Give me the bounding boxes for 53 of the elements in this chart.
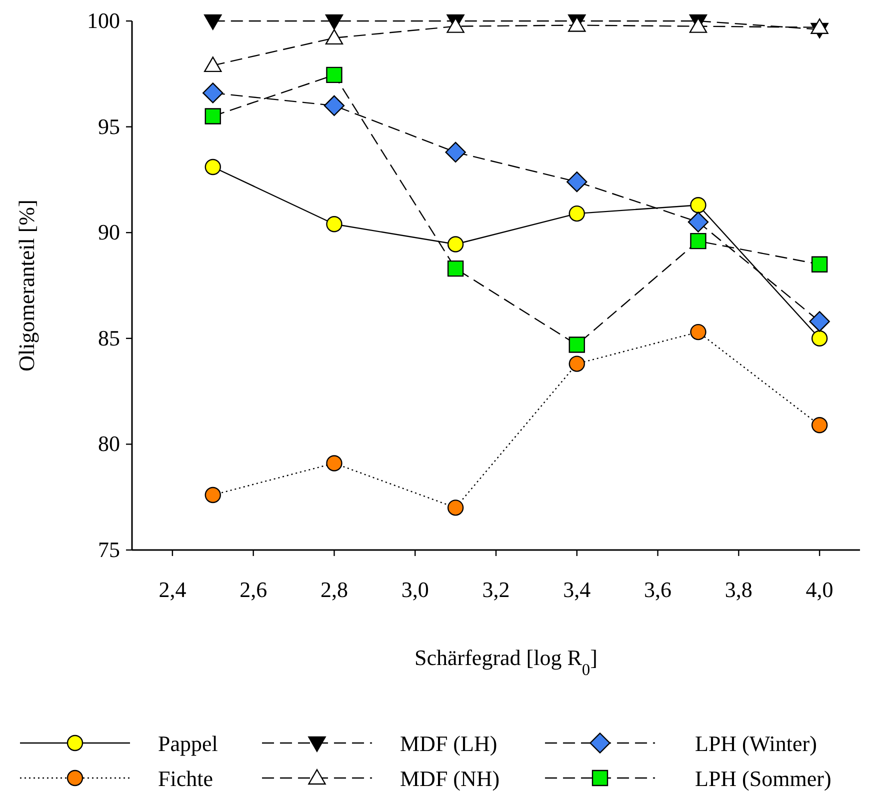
x-tick-label: 2,6 — [240, 577, 268, 602]
point — [204, 56, 222, 72]
legend-label: MDF (NH) — [400, 766, 500, 791]
x-tick-label: 2,8 — [320, 577, 348, 602]
point — [446, 17, 464, 33]
x-tick-label: 3,0 — [401, 577, 429, 602]
legend-label: LPH (Sommer) — [695, 766, 832, 791]
x-axis-title: Schärfegrad [log R$_{0}$] — [414, 645, 598, 678]
point — [325, 14, 344, 30]
point — [688, 212, 709, 232]
point — [690, 197, 706, 214]
y-tick-label: 100 — [87, 8, 120, 33]
point — [204, 158, 221, 176]
x-tick-label: 3,2 — [482, 577, 510, 602]
point — [202, 82, 224, 104]
x-tick-label: 3,6 — [644, 577, 672, 602]
x-tick-label: 3,4 — [563, 577, 591, 602]
point — [809, 311, 830, 332]
y-tick-label: 85 — [98, 325, 120, 350]
y-tick-label: 75 — [98, 537, 120, 562]
point — [325, 29, 344, 45]
y-axis-title: Oligomeranteil [%] — [14, 200, 39, 372]
legend-label: MDF (LH) — [400, 731, 498, 756]
legend-label: Pappel — [158, 731, 218, 756]
legend-label: LPH (Winter) — [695, 731, 817, 756]
point — [568, 356, 585, 372]
point — [204, 108, 221, 124]
point — [568, 336, 585, 353]
x-tick-label: 3,8 — [724, 577, 752, 602]
point — [690, 232, 706, 250]
point — [568, 205, 585, 222]
point — [690, 324, 706, 340]
point — [204, 14, 222, 30]
point — [447, 236, 464, 252]
y-tick-label: 90 — [98, 220, 120, 245]
point — [447, 260, 464, 277]
point — [811, 417, 828, 434]
point — [447, 500, 464, 516]
point — [326, 455, 342, 472]
y-tick-label: 80 — [98, 431, 120, 456]
point — [811, 330, 828, 346]
x-tick-label: 4,0 — [806, 577, 834, 602]
point — [445, 142, 466, 163]
point — [326, 66, 342, 84]
point — [326, 216, 342, 232]
point — [324, 95, 345, 116]
y-tick-label: 95 — [98, 114, 120, 139]
x-tick-label: 2,4 — [158, 577, 186, 602]
point — [566, 171, 588, 192]
legend-label: Fichte — [158, 766, 213, 791]
point — [689, 17, 708, 33]
point — [204, 486, 221, 504]
point — [811, 256, 828, 272]
